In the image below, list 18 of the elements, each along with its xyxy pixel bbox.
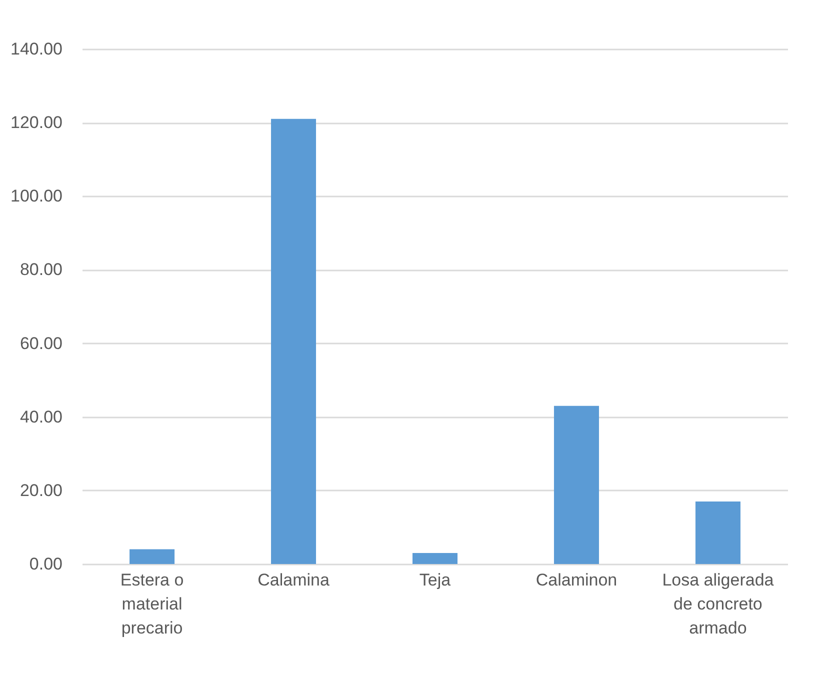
x-tick-label: Calamina [258, 570, 330, 590]
bar [412, 552, 458, 564]
y-tick-label: 40.00 [20, 407, 62, 426]
y-tick-label: 140.00 [10, 40, 62, 58]
y-tick-label: 80.00 [20, 260, 62, 280]
y-tick-label: 120.00 [10, 113, 62, 132]
x-tick-label: Calaminon [536, 570, 618, 590]
x-tick-label: Losa aligerada de concreto armado [662, 570, 774, 638]
bar [130, 549, 175, 564]
bar [695, 501, 740, 564]
y-tick-label: 60.00 [20, 334, 62, 353]
x-tick-label: Estera o material precario [120, 570, 184, 638]
bar [271, 118, 316, 564]
y-tick-label: 20.00 [20, 480, 62, 500]
y-tick-label: 0.00 [29, 554, 62, 574]
y-tick-label: 100.00 [10, 186, 62, 206]
bar [554, 406, 599, 564]
x-tick-label: Teja [419, 570, 452, 590]
